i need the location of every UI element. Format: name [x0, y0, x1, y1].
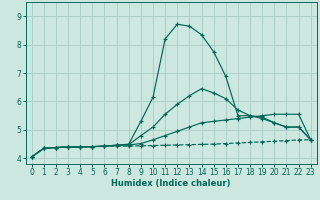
X-axis label: Humidex (Indice chaleur): Humidex (Indice chaleur)	[111, 179, 231, 188]
